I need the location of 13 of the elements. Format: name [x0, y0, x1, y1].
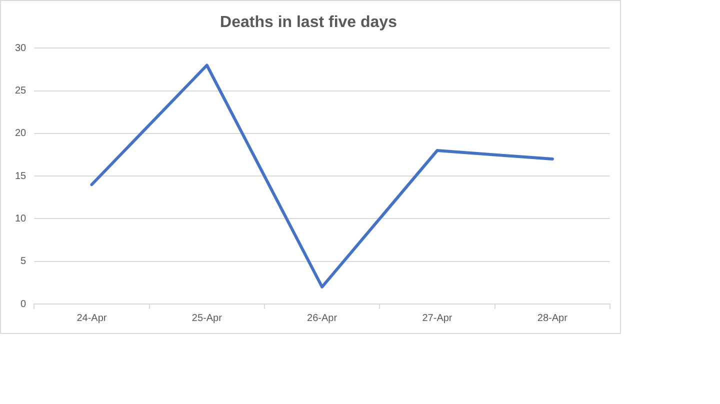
y-tick-label: 10 — [15, 213, 27, 224]
y-tick-label: 15 — [15, 170, 27, 182]
x-tick-label: 28-Apr — [537, 312, 568, 324]
y-tick-label: 25 — [15, 86, 27, 97]
x-tick-label: 25-Apr — [192, 312, 223, 324]
y-tick-label: 5 — [20, 256, 27, 268]
y-tick-label: 20 — [15, 128, 27, 140]
y-tick-label: 30 — [15, 42, 27, 54]
x-tick-label: 27-Apr — [422, 312, 453, 324]
x-tick-label: 26-Apr — [307, 312, 338, 324]
x-tick-label: 24-Apr — [76, 312, 108, 324]
y-tick-label: 0 — [20, 298, 27, 310]
chart-title: Deaths in last five days — [220, 14, 398, 32]
